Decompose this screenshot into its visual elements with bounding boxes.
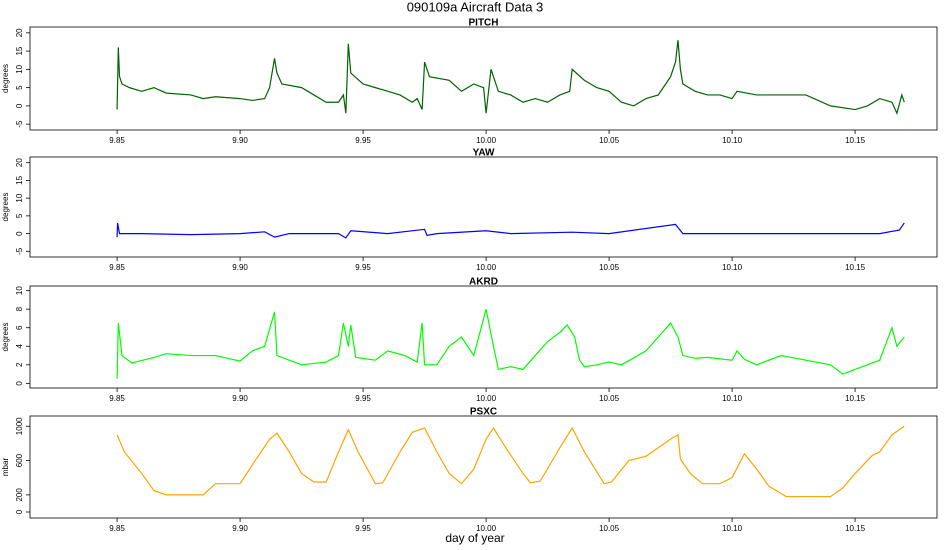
x-axis-label: day of year: [445, 531, 504, 545]
y-axis-label: degrees: [1, 193, 10, 222]
x-tick-label: 9.85: [109, 524, 125, 533]
x-tick-label: 10.05: [599, 394, 620, 403]
y-tick-label: 2: [15, 362, 24, 367]
x-tick-label: 10.10: [722, 394, 743, 403]
y-tick-label: 0: [15, 103, 24, 108]
panel-title: YAW: [473, 148, 495, 159]
y-tick-label: 20: [15, 158, 24, 167]
y-tick-label: 1000: [15, 417, 24, 435]
x-tick-label: 10.05: [599, 136, 620, 145]
panel-title: PITCH: [469, 18, 499, 29]
x-tick-label: 10.00: [476, 394, 497, 403]
y-tick-label: 20: [15, 28, 24, 37]
y-tick-label: 5: [15, 85, 24, 90]
plot-frame: [29, 156, 938, 258]
y-tick-label: 15: [15, 175, 24, 184]
y-tick-label: -5: [15, 120, 24, 128]
y-tick-label: 0: [15, 509, 24, 514]
y-tick-label: 5: [15, 213, 24, 218]
x-tick-label: 9.95: [355, 524, 371, 533]
x-tick-label: 9.85: [109, 263, 125, 272]
y-axis-label: degrees: [1, 64, 10, 93]
x-tick-label: 9.85: [109, 394, 125, 403]
y-axis-label: degrees: [1, 323, 10, 352]
y-tick-label: 600: [15, 453, 24, 467]
y-tick-label: 6: [15, 325, 24, 330]
figure-title: 090109a Aircraft Data 3: [407, 0, 544, 14]
x-tick-label: 9.95: [355, 136, 371, 145]
y-tick-label: 0: [15, 231, 24, 236]
x-tick-label: 10.15: [845, 394, 866, 403]
plot-frame: [29, 415, 938, 519]
data-line: [116, 40, 905, 115]
x-tick-label: 9.90: [232, 263, 248, 272]
data-line: [116, 425, 905, 498]
y-tick-label: 200: [15, 488, 24, 502]
plot-frame: [29, 285, 938, 389]
x-tick-label: 10.05: [599, 263, 620, 272]
y-tick-label: -5: [15, 247, 24, 255]
y-axis-label: mbar: [1, 458, 10, 477]
x-tick-label: 9.95: [355, 263, 371, 272]
x-tick-label: 10.15: [845, 136, 866, 145]
x-tick-label: 10.10: [722, 524, 743, 533]
data-line: [116, 309, 905, 379]
x-tick-label: 9.90: [232, 136, 248, 145]
x-tick-label: 10.00: [476, 263, 497, 272]
y-tick-label: 10: [15, 286, 24, 295]
x-tick-label: 10.15: [845, 263, 866, 272]
y-tick-label: 4: [15, 343, 24, 348]
y-tick-label: 10: [15, 193, 24, 202]
y-tick-label: 15: [15, 46, 24, 55]
x-tick-label: 10.05: [599, 524, 620, 533]
data-line: [116, 222, 905, 239]
x-tick-label: 9.90: [232, 524, 248, 533]
panel-title: PSXC: [470, 407, 497, 418]
panel-title: AKRD: [469, 277, 498, 288]
x-tick-label: 10.10: [722, 263, 743, 272]
y-tick-label: 8: [15, 306, 24, 311]
y-tick-label: 10: [15, 64, 24, 73]
y-tick-label: 0: [15, 381, 24, 386]
x-tick-label: 10.00: [476, 524, 497, 533]
x-tick-label: 10.10: [722, 136, 743, 145]
x-tick-label: 9.85: [109, 136, 125, 145]
x-tick-label: 9.90: [232, 394, 248, 403]
x-tick-label: 9.95: [355, 394, 371, 403]
plot-frame: [29, 26, 938, 131]
x-tick-label: 10.00: [476, 136, 497, 145]
x-tick-label: 10.15: [845, 524, 866, 533]
